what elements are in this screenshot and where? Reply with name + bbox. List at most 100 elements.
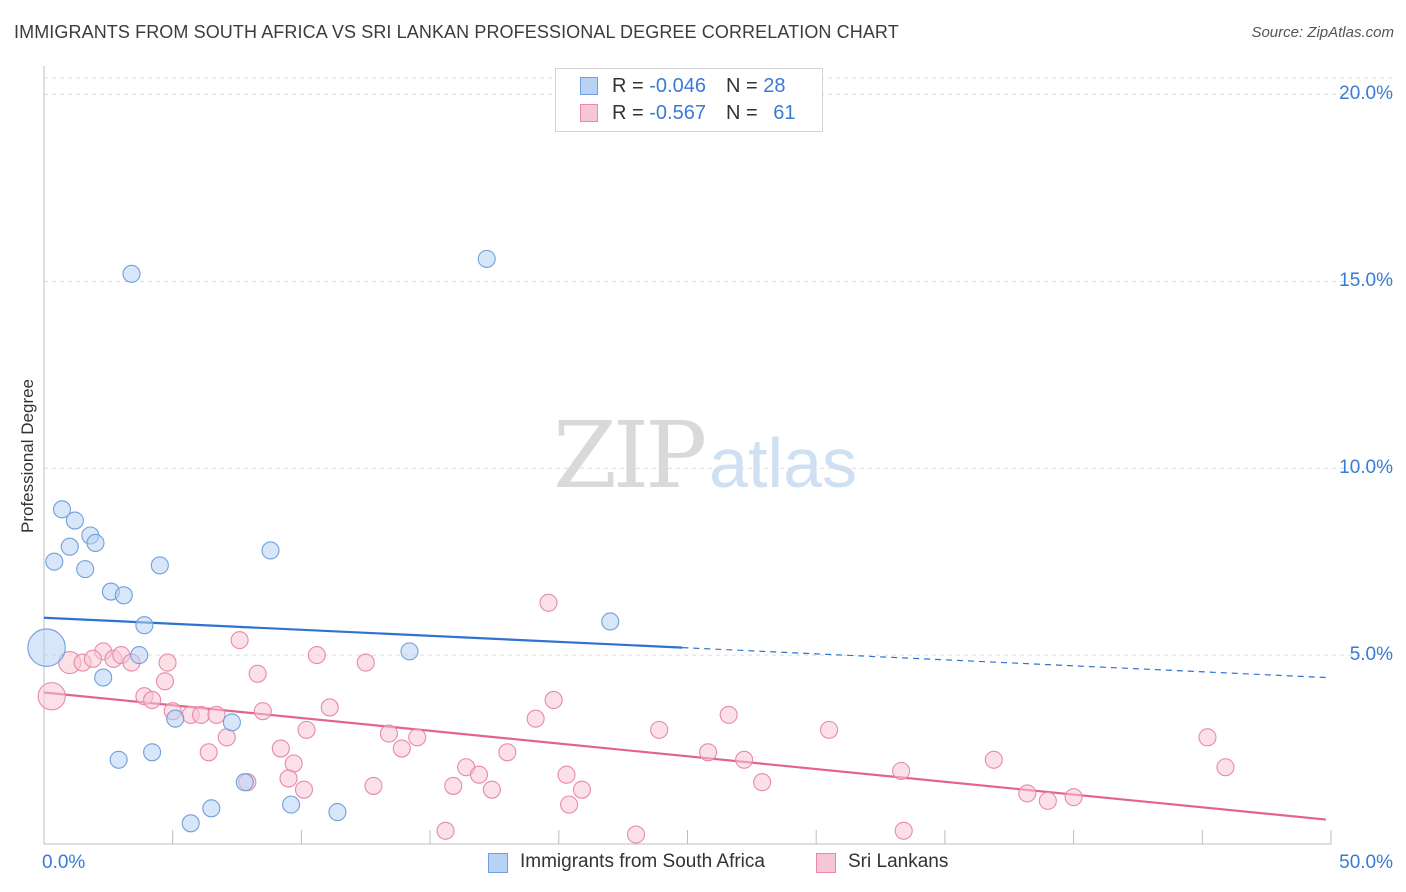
data-point-blue-8 — [45, 552, 64, 571]
data-point-pink-29 — [544, 690, 563, 710]
trend-line-pink — [43, 691, 1326, 821]
data-point-blue-14 — [601, 612, 620, 631]
data-point-pink-20 — [253, 702, 272, 721]
y-tick-label-10: 10.0% — [1339, 457, 1393, 479]
data-point-pink-48 — [753, 773, 772, 792]
data-point-pink-27 — [408, 728, 427, 747]
legend-swatch-blue — [580, 77, 598, 95]
data-point-pink-18 — [191, 705, 211, 724]
legend-n-label: N = — [725, 75, 764, 97]
data-point-blue-5 — [60, 537, 79, 556]
data-point-pink-30 — [526, 709, 545, 728]
data-point-pink-23 — [297, 720, 316, 739]
data-point-pink-25 — [271, 739, 290, 758]
data-point-pink-60 — [894, 821, 913, 840]
x-tick-label-right: 50.0% — [1339, 852, 1393, 873]
data-point-pink-49 — [560, 795, 579, 814]
data-point-blue-26 — [328, 803, 347, 822]
data-point-pink-47 — [735, 750, 754, 769]
data-point-pink-19 — [207, 705, 226, 724]
data-point-pink-54 — [1038, 791, 1057, 810]
data-point-blue-20 — [222, 713, 241, 732]
data-point-blue-19 — [166, 709, 185, 728]
watermark-zip: ZIP — [553, 402, 707, 509]
correlation-legend: R = -0.046 N = 28 R = -0.567 N = 61 — [555, 68, 823, 132]
data-point-pink-7 — [83, 649, 102, 668]
data-point-pink-53 — [1018, 784, 1037, 803]
data-point-pink-39 — [364, 776, 383, 795]
data-point-blue-0 — [27, 628, 66, 667]
legend-n-value-pink: 61 — [773, 102, 796, 124]
data-point-blue-7 — [86, 533, 105, 553]
legend-r-value-blue: -0.046 — [649, 75, 706, 97]
data-point-pink-44 — [650, 720, 669, 739]
data-point-pink-41 — [444, 776, 463, 795]
axes — [43, 66, 1332, 845]
data-point-pink-9 — [230, 631, 249, 650]
data-point-pink-15 — [143, 690, 162, 710]
legend-r-label: R = — [612, 102, 650, 124]
data-point-pink-45 — [719, 705, 738, 724]
data-point-pink-31 — [392, 739, 411, 758]
data-point-pink-36 — [279, 769, 298, 788]
chart-title: IMMIGRANTS FROM SOUTH AFRICA VS SRI LANK… — [14, 22, 899, 42]
legend-swatch-pink — [580, 104, 598, 122]
data-points — [27, 249, 1235, 844]
data-point-blue-2 — [477, 249, 496, 268]
data-point-pink-13 — [248, 664, 267, 683]
data-point-blue-11 — [261, 541, 280, 560]
series-label-sri-lankans: Sri Lankans — [848, 851, 949, 872]
data-point-blue-22 — [109, 750, 128, 769]
data-point-blue-25 — [282, 795, 301, 814]
y-tick-label-5: 5.0% — [1349, 644, 1393, 666]
data-point-pink-43 — [572, 780, 592, 799]
data-point-blue-9 — [76, 560, 95, 579]
data-point-blue-23 — [235, 773, 254, 792]
data-point-pink-11 — [356, 653, 375, 672]
legend-r-value-pink: -0.567 — [649, 102, 706, 124]
data-point-pink-52 — [984, 750, 1003, 769]
data-point-blue-3 — [52, 500, 72, 519]
data-point-pink-8 — [158, 653, 177, 672]
y-tick-label-15: 15.0% — [1339, 270, 1393, 292]
data-point-pink-38 — [557, 765, 576, 784]
data-point-blue-16 — [130, 646, 149, 665]
data-point-blue-18 — [94, 668, 113, 687]
data-point-pink-10 — [307, 646, 326, 665]
series-swatch-blue — [488, 853, 508, 873]
data-point-pink-37 — [469, 765, 489, 784]
data-point-blue-13 — [114, 586, 133, 605]
y-tick-label-20: 20.0% — [1339, 83, 1393, 105]
data-point-blue-4 — [65, 511, 84, 530]
grid-lines — [44, 77, 1394, 656]
data-point-pink-57 — [1216, 758, 1235, 777]
legend-n-label: N = — [725, 102, 764, 124]
data-point-pink-55 — [1064, 788, 1083, 807]
data-point-pink-42 — [482, 780, 501, 799]
watermark: ZIPatlas — [553, 402, 857, 509]
data-point-blue-1 — [122, 264, 141, 283]
legend-n-value-blue: 28 — [763, 75, 786, 97]
data-point-blue-21 — [143, 743, 162, 762]
data-point-blue-27 — [181, 814, 200, 833]
data-point-pink-24 — [199, 743, 218, 762]
data-point-blue-17 — [400, 642, 419, 661]
data-point-blue-24 — [202, 799, 221, 818]
data-point-blue-15 — [135, 616, 154, 635]
data-point-blue-10 — [150, 556, 169, 575]
data-point-pink-59 — [626, 825, 646, 844]
data-point-pink-50 — [820, 720, 839, 739]
trend-line-blue-dashed — [682, 647, 1326, 679]
data-point-pink-28 — [539, 593, 558, 612]
data-point-pink-21 — [320, 698, 339, 717]
x-tick-label-left: 0.0% — [42, 852, 86, 873]
data-point-pink-12 — [155, 672, 175, 691]
source-credit: Source: ZipAtlas.com — [1251, 24, 1394, 41]
data-point-pink-51 — [892, 761, 911, 781]
data-point-pink-26 — [379, 724, 398, 743]
data-point-pink-58 — [436, 821, 455, 840]
watermark-atlas: atlas — [709, 424, 858, 502]
series-label-south-africa: Immigrants from South Africa — [520, 851, 765, 872]
data-point-pink-56 — [1198, 728, 1217, 747]
